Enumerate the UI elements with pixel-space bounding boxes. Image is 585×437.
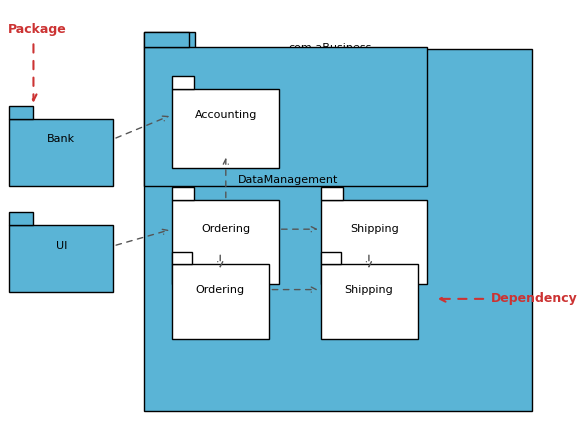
Text: Shipping: Shipping — [350, 224, 399, 234]
Text: Dependency: Dependency — [491, 292, 577, 305]
Bar — [172, 187, 194, 201]
Text: Ordering: Ordering — [195, 284, 245, 295]
Bar — [9, 225, 113, 292]
Text: UI: UI — [56, 241, 67, 251]
Bar — [144, 47, 428, 187]
Bar — [172, 76, 194, 89]
Bar — [9, 212, 33, 225]
Bar — [321, 201, 428, 284]
Text: com.aBusiness: com.aBusiness — [288, 43, 371, 53]
Bar — [172, 264, 270, 339]
Bar — [144, 32, 188, 47]
Text: Package: Package — [8, 23, 66, 36]
Text: Accounting: Accounting — [195, 110, 257, 120]
Text: Bank: Bank — [47, 134, 75, 144]
Bar — [172, 89, 279, 168]
Bar — [144, 49, 532, 411]
Bar — [172, 201, 279, 284]
Bar — [9, 118, 113, 186]
Text: Shipping: Shipping — [345, 284, 393, 295]
Bar — [321, 187, 343, 201]
Bar — [321, 264, 418, 339]
Bar — [172, 253, 192, 264]
Bar — [321, 253, 341, 264]
Bar — [144, 32, 195, 49]
Bar — [9, 106, 33, 118]
Text: Ordering: Ordering — [201, 224, 250, 234]
Text: DataManagement: DataManagement — [238, 175, 338, 185]
